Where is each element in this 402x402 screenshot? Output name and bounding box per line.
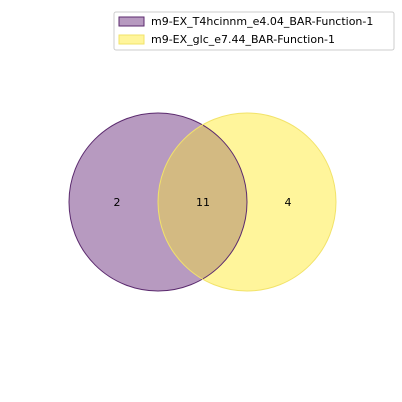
set-b-outline	[157, 112, 337, 292]
intersection-region	[158, 113, 247, 291]
count-intersection: 11	[196, 196, 210, 209]
count-only-b: 4	[285, 196, 292, 209]
legend-label-set-b: m9-EX_glc_e7.44_BAR-Function-1	[151, 33, 335, 46]
legend: m9-EX_T4hcinnm_e4.04_BAR-Function-1 m9-E…	[113, 11, 395, 51]
count-only-a: 2	[114, 196, 121, 209]
legend-swatch-set-a	[118, 16, 145, 27]
legend-label-set-a: m9-EX_T4hcinnm_e4.04_BAR-Function-1	[151, 15, 373, 28]
legend-frame	[113, 11, 395, 51]
legend-swatch-set-b	[118, 34, 145, 45]
set-a-outline	[68, 112, 248, 292]
